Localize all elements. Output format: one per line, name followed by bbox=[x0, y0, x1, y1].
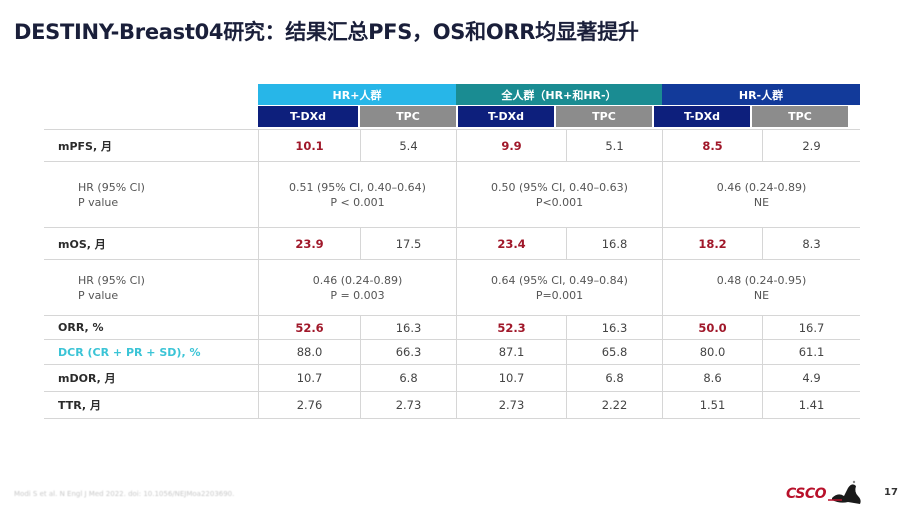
value-cell: 23.4 bbox=[456, 228, 566, 259]
value-cell: 16.3 bbox=[566, 316, 662, 339]
group-header-all-patients: 全人群（HR+和HR-） bbox=[456, 84, 662, 105]
hr-value: 0.48 (0.24-0.95) bbox=[716, 273, 807, 287]
value-cell: 6.8 bbox=[566, 365, 662, 391]
value-cell: 52.6 bbox=[258, 316, 360, 339]
value-cell: 52.3 bbox=[456, 316, 566, 339]
value-cell: 18.2 bbox=[662, 228, 762, 259]
hr-value: 0.46 (0.24-0.89) bbox=[312, 273, 403, 287]
value-cell: 17.5 bbox=[360, 228, 456, 259]
group-header-row: HR+人群 全人群（HR+和HR-） HR-人群 bbox=[258, 84, 860, 105]
row-label: HR (95% CI) P value bbox=[44, 260, 258, 315]
page-number: 17 bbox=[884, 487, 898, 498]
arm-header-tpc: TPC bbox=[360, 106, 456, 127]
row-label: HR (95% CI) P value bbox=[44, 162, 258, 227]
csco-logo: CSCO bbox=[784, 478, 864, 506]
value-cell: 8.3 bbox=[762, 228, 860, 259]
value-cell: 10.1 bbox=[258, 130, 360, 161]
p-value: P=0.001 bbox=[535, 288, 584, 302]
value-cell: 88.0 bbox=[258, 340, 360, 364]
hr-value: 0.50 (95% CI, 0.40–0.63) bbox=[491, 180, 628, 194]
value-cell: 23.9 bbox=[258, 228, 360, 259]
row-label: TTR, 月 bbox=[58, 399, 101, 412]
slide-title: DESTINY-Breast04研究：结果汇总PFS，OS和ORR均显著提升 bbox=[14, 20, 639, 44]
table-row-orr: ORR, % 52.6 16.3 52.3 16.3 50.0 16.7 bbox=[44, 315, 860, 339]
p-value-label: P value bbox=[78, 195, 119, 209]
hr-label: HR (95% CI) bbox=[78, 273, 145, 287]
value-cell: 16.7 bbox=[762, 316, 860, 339]
value-cell: 16.3 bbox=[360, 316, 456, 339]
table-row-mos: mOS, 月 23.9 17.5 23.4 16.8 18.2 8.3 bbox=[44, 227, 860, 259]
table-row-mpfs: mPFS, 月 10.1 5.4 9.9 5.1 8.5 2.9 bbox=[44, 129, 860, 161]
group-header-hr-positive: HR+人群 bbox=[258, 84, 456, 105]
value-cell: 2.22 bbox=[566, 392, 662, 418]
arm-header-tdxd: T-DXd bbox=[258, 106, 358, 127]
reference-citation: Modi S et al. N Engl J Med 2022. doi: 10… bbox=[14, 490, 235, 498]
value-cell: 2.73 bbox=[360, 392, 456, 418]
arm-header-tpc: TPC bbox=[556, 106, 652, 127]
hr-label: HR (95% CI) bbox=[78, 180, 145, 194]
value-cell: 80.0 bbox=[662, 340, 762, 364]
value-cell: 6.8 bbox=[360, 365, 456, 391]
p-value: P < 0.001 bbox=[330, 195, 385, 209]
row-label: mPFS, 月 bbox=[58, 139, 112, 153]
arm-header-tdxd: T-DXd bbox=[458, 106, 554, 127]
arm-header-row: T-DXd TPC T-DXd TPC T-DXd TPC bbox=[258, 106, 848, 127]
table-row-mdor: mDOR, 月 10.7 6.8 10.7 6.8 8.6 4.9 bbox=[44, 364, 860, 391]
value-cell: 10.7 bbox=[258, 365, 360, 391]
value-cell: 50.0 bbox=[662, 316, 762, 339]
value-cell: 1.51 bbox=[662, 392, 762, 418]
value-cell: 1.41 bbox=[762, 392, 860, 418]
group-header-hr-negative: HR-人群 bbox=[662, 84, 860, 105]
p-value: NE bbox=[753, 288, 770, 302]
table-row-os-hr: HR (95% CI) P value 0.46 (0.24-0.89) P =… bbox=[44, 259, 860, 315]
value-cell: 9.9 bbox=[456, 130, 566, 161]
value-cell: 61.1 bbox=[762, 340, 860, 364]
row-label: mDOR, 月 bbox=[58, 372, 116, 385]
table-row-pfs-hr: HR (95% CI) P value 0.51 (95% CI, 0.40–0… bbox=[44, 161, 860, 227]
value-cell: 8.5 bbox=[662, 130, 762, 161]
value-cell: 5.4 bbox=[360, 130, 456, 161]
value-cell: 8.6 bbox=[662, 365, 762, 391]
arm-header-tpc: TPC bbox=[752, 106, 848, 127]
crab-mascot-icon bbox=[828, 480, 861, 504]
merged-hr-cell: 0.46 (0.24-0.89) NE bbox=[662, 162, 860, 227]
merged-hr-cell: 0.51 (95% CI, 0.40–0.64) P < 0.001 bbox=[258, 162, 456, 227]
p-value: P = 0.003 bbox=[330, 288, 385, 302]
row-label: DCR (CR + PR + SD), % bbox=[58, 345, 201, 359]
p-value: P<0.001 bbox=[535, 195, 584, 209]
value-cell: 66.3 bbox=[360, 340, 456, 364]
value-cell: 2.73 bbox=[456, 392, 566, 418]
value-cell: 10.7 bbox=[456, 365, 566, 391]
table-row-dcr: DCR (CR + PR + SD), % 88.0 66.3 87.1 65.… bbox=[44, 339, 860, 364]
hr-value: 0.51 (95% CI, 0.40–0.64) bbox=[289, 180, 426, 194]
value-cell: 16.8 bbox=[566, 228, 662, 259]
logo-text: CSCO bbox=[786, 486, 827, 502]
hr-value: 0.46 (0.24-0.89) bbox=[716, 180, 807, 194]
row-label: ORR, % bbox=[58, 321, 104, 334]
value-cell: 65.8 bbox=[566, 340, 662, 364]
value-cell: 2.76 bbox=[258, 392, 360, 418]
merged-hr-cell: 0.64 (95% CI, 0.49–0.84) P=0.001 bbox=[456, 260, 662, 315]
merged-hr-cell: 0.46 (0.24-0.89) P = 0.003 bbox=[258, 260, 456, 315]
merged-hr-cell: 0.48 (0.24-0.95) NE bbox=[662, 260, 860, 315]
table-row-ttr: TTR, 月 2.76 2.73 2.73 2.22 1.51 1.41 bbox=[44, 391, 860, 419]
value-cell: 5.1 bbox=[566, 130, 662, 161]
p-value-label: P value bbox=[78, 288, 119, 302]
hr-value: 0.64 (95% CI, 0.49–0.84) bbox=[491, 273, 628, 287]
merged-hr-cell: 0.50 (95% CI, 0.40–0.63) P<0.001 bbox=[456, 162, 662, 227]
row-label: mOS, 月 bbox=[58, 237, 106, 251]
arm-header-tdxd: T-DXd bbox=[654, 106, 750, 127]
value-cell: 4.9 bbox=[762, 365, 860, 391]
p-value: NE bbox=[753, 195, 770, 209]
value-cell: 87.1 bbox=[456, 340, 566, 364]
value-cell: 2.9 bbox=[762, 130, 860, 161]
